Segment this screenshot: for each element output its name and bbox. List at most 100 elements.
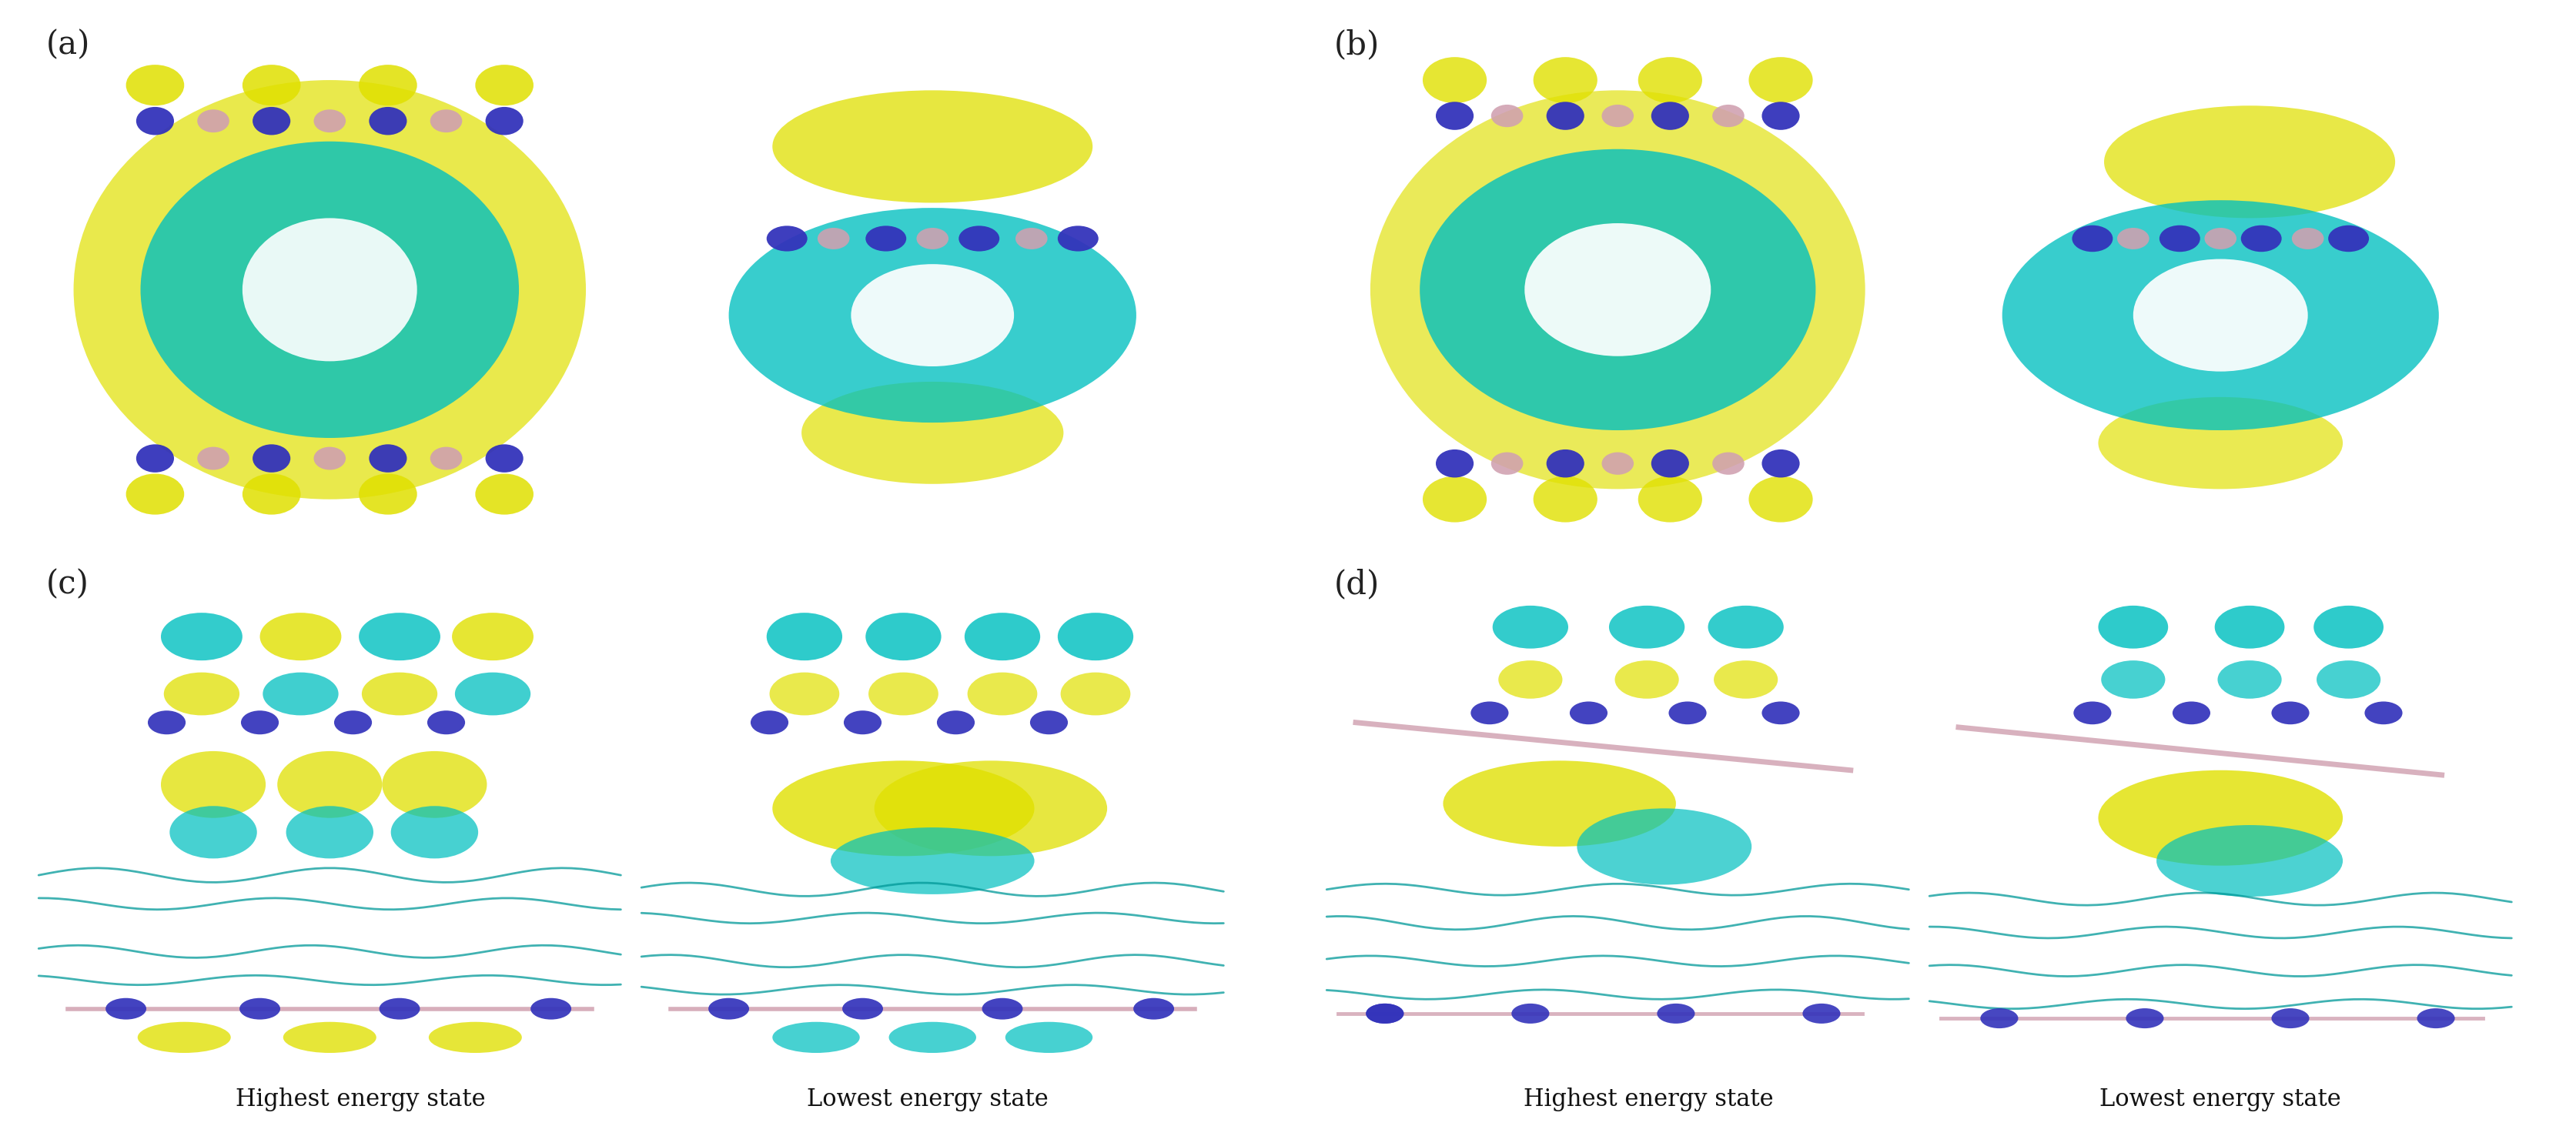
Text: Lowest energy state: Lowest energy state (2099, 1087, 2342, 1111)
Ellipse shape (873, 761, 1108, 857)
Ellipse shape (1749, 476, 1814, 523)
Ellipse shape (137, 107, 175, 135)
Ellipse shape (1651, 450, 1690, 477)
Ellipse shape (361, 673, 438, 716)
Ellipse shape (981, 999, 1023, 1019)
Ellipse shape (1370, 91, 1865, 490)
Ellipse shape (2365, 702, 2403, 725)
Ellipse shape (1713, 660, 1777, 699)
Ellipse shape (1577, 809, 1752, 885)
Ellipse shape (1713, 105, 1744, 127)
Ellipse shape (2416, 1009, 2455, 1028)
Ellipse shape (963, 612, 1041, 660)
Ellipse shape (1525, 224, 1710, 357)
Ellipse shape (2313, 605, 2383, 649)
Ellipse shape (1713, 452, 1744, 475)
Ellipse shape (381, 751, 487, 818)
Ellipse shape (2159, 225, 2200, 252)
Ellipse shape (2272, 702, 2308, 725)
Ellipse shape (1981, 1009, 2017, 1028)
Ellipse shape (1656, 1003, 1695, 1024)
Ellipse shape (75, 80, 585, 500)
Ellipse shape (2218, 660, 2282, 699)
Ellipse shape (1569, 702, 1607, 725)
Ellipse shape (773, 761, 1036, 857)
Ellipse shape (845, 711, 881, 735)
Ellipse shape (1059, 612, 1133, 660)
Ellipse shape (2099, 398, 2342, 488)
Ellipse shape (2215, 605, 2285, 649)
Ellipse shape (1602, 105, 1633, 127)
Ellipse shape (106, 999, 147, 1019)
Ellipse shape (260, 612, 343, 660)
Ellipse shape (1762, 450, 1801, 477)
Ellipse shape (358, 474, 417, 515)
Ellipse shape (1669, 702, 1705, 725)
Ellipse shape (428, 1022, 523, 1053)
Ellipse shape (850, 264, 1015, 366)
Ellipse shape (770, 673, 840, 716)
Ellipse shape (969, 673, 1038, 716)
Ellipse shape (958, 226, 999, 251)
Ellipse shape (1749, 57, 1814, 103)
Ellipse shape (1602, 452, 1633, 475)
Ellipse shape (165, 673, 240, 716)
Ellipse shape (531, 999, 572, 1019)
Ellipse shape (2272, 1009, 2308, 1028)
Ellipse shape (1492, 605, 1569, 649)
Ellipse shape (1443, 761, 1677, 846)
Ellipse shape (866, 612, 940, 660)
Ellipse shape (392, 807, 479, 859)
Ellipse shape (160, 612, 242, 660)
Ellipse shape (1435, 450, 1473, 477)
Ellipse shape (252, 107, 291, 135)
Ellipse shape (379, 999, 420, 1019)
Ellipse shape (1546, 450, 1584, 477)
Ellipse shape (314, 109, 345, 133)
Ellipse shape (1492, 105, 1522, 127)
Ellipse shape (2117, 228, 2148, 249)
Ellipse shape (2125, 1009, 2164, 1028)
Ellipse shape (2099, 770, 2342, 866)
Ellipse shape (829, 827, 1036, 894)
Ellipse shape (750, 711, 788, 735)
Ellipse shape (2241, 225, 2282, 252)
Ellipse shape (889, 1022, 976, 1053)
Ellipse shape (2099, 605, 2169, 649)
Ellipse shape (1492, 452, 1522, 475)
Ellipse shape (2172, 702, 2210, 725)
Ellipse shape (2205, 228, 2236, 249)
Ellipse shape (1615, 660, 1680, 699)
Ellipse shape (773, 91, 1092, 202)
Ellipse shape (160, 751, 265, 818)
Ellipse shape (430, 446, 461, 470)
Ellipse shape (242, 711, 278, 735)
Ellipse shape (1533, 57, 1597, 103)
Ellipse shape (817, 228, 850, 249)
Text: Highest energy state: Highest energy state (234, 1087, 487, 1111)
Ellipse shape (1059, 226, 1097, 251)
Ellipse shape (263, 673, 337, 716)
Ellipse shape (1651, 102, 1690, 130)
Ellipse shape (1061, 673, 1131, 716)
Ellipse shape (358, 612, 440, 660)
Ellipse shape (314, 446, 345, 470)
Ellipse shape (1422, 57, 1486, 103)
Ellipse shape (2102, 660, 2166, 699)
Ellipse shape (1762, 702, 1801, 725)
Ellipse shape (335, 711, 371, 735)
Ellipse shape (866, 226, 907, 251)
Ellipse shape (137, 1022, 232, 1053)
Ellipse shape (1638, 57, 1703, 103)
Ellipse shape (2133, 259, 2308, 371)
Text: Lowest energy state: Lowest energy state (806, 1087, 1048, 1111)
Ellipse shape (242, 65, 301, 106)
Ellipse shape (474, 474, 533, 515)
Ellipse shape (1499, 660, 1564, 699)
Ellipse shape (773, 1022, 860, 1053)
Text: (b): (b) (1334, 28, 1381, 60)
Ellipse shape (1533, 476, 1597, 523)
Ellipse shape (278, 751, 381, 818)
Ellipse shape (2293, 228, 2324, 249)
Ellipse shape (142, 142, 518, 438)
